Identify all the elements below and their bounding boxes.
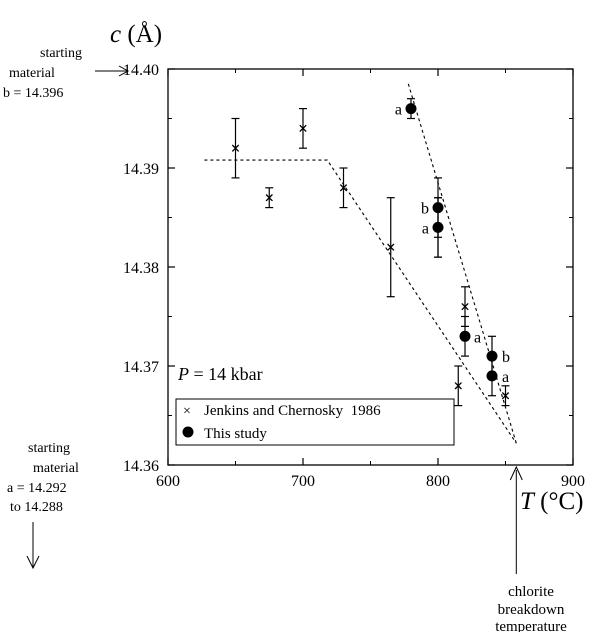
x-tick-label: 900 — [561, 473, 585, 490]
cross-stroke — [299, 124, 307, 133]
x-axis-label: T (°C) — [520, 488, 583, 515]
circle-marker — [486, 370, 498, 382]
y-tick-label: 14.39 — [123, 161, 159, 178]
starting-a-line1: starting — [28, 441, 70, 456]
point-label: a — [502, 369, 509, 386]
cross-marker — [299, 124, 307, 133]
x-tick-label: 800 — [426, 473, 450, 490]
cross-stroke — [387, 243, 395, 251]
point-label: a — [395, 102, 402, 119]
up-arrow-icon — [509, 465, 523, 574]
starting-a-line2: material — [33, 461, 79, 476]
starting-b-line2: material — [9, 66, 55, 81]
x-tick-label: 600 — [156, 473, 180, 490]
point-label: a — [474, 329, 481, 346]
point-label: b — [502, 349, 510, 366]
starting-b-line3: b = 14.396 — [3, 86, 63, 101]
legend-label-this-study: This study — [204, 426, 267, 442]
x-tick-label: 700 — [291, 473, 315, 490]
starting-a-line4: to 14.288 — [10, 500, 63, 515]
legend-label-jenkins: Jenkins and Chernosky 1986 — [204, 403, 381, 419]
cross-stroke — [454, 382, 462, 390]
cross-marker — [461, 302, 469, 311]
starting-material-a-annotation: starting material a = 14.292 to 14.288 — [7, 441, 79, 570]
chlorite-breakdown-annotation: chlorite breakdown temperature — [495, 465, 567, 632]
chlorite-line2: breakdown — [498, 602, 565, 618]
cross-marker — [501, 392, 510, 400]
legend-circle-icon — [182, 426, 194, 438]
error-bars — [231, 98, 510, 407]
legend-cross-icon: × — [183, 404, 191, 419]
circle-marker — [432, 221, 444, 233]
cross-stroke — [339, 184, 348, 192]
circle-marker — [459, 330, 471, 342]
cross-stroke — [231, 144, 240, 152]
circle-marker — [486, 350, 498, 362]
trend-lines — [204, 83, 517, 444]
cross-marker — [387, 243, 395, 251]
cross-stroke — [461, 302, 469, 311]
starting-material-b-annotation: starting material b = 14.396 — [3, 46, 130, 101]
trend-line-1 — [204, 159, 517, 444]
cross-marker — [231, 144, 240, 152]
y-tick-label: 14.38 — [123, 260, 159, 277]
point-label: a — [422, 220, 429, 237]
cross-marker — [454, 382, 462, 390]
pressure-annotation: P = 14 kbar — [177, 364, 263, 384]
down-arrow-icon — [26, 522, 40, 570]
legend: × Jenkins and Chernosky 1986 This study — [175, 398, 455, 446]
y-tick-label: 14.40 — [123, 62, 159, 79]
chlorite-line3: temperature — [495, 619, 567, 632]
starting-a-line3: a = 14.292 — [7, 481, 67, 496]
cross-marker — [265, 194, 273, 202]
point-label: b — [421, 201, 429, 218]
cross-stroke — [265, 194, 273, 202]
right-arrow-icon — [95, 65, 130, 77]
starting-b-line1: starting — [40, 46, 82, 61]
trend-line-2 — [407, 83, 517, 444]
y-tick-label: 14.37 — [123, 359, 159, 376]
legend-box — [175, 398, 455, 446]
cross-stroke — [501, 392, 510, 400]
axes: 600 700 800 900 14.36 14.37 14.38 14.39 14.40 — [123, 62, 585, 490]
circle-marker — [405, 103, 417, 115]
circle-marker — [432, 202, 444, 214]
y-tick-label: 14.36 — [123, 458, 159, 475]
chlorite-line1: chlorite — [508, 584, 554, 600]
cross-marker — [339, 184, 348, 192]
y-axis-label: c (Å) — [110, 21, 162, 48]
